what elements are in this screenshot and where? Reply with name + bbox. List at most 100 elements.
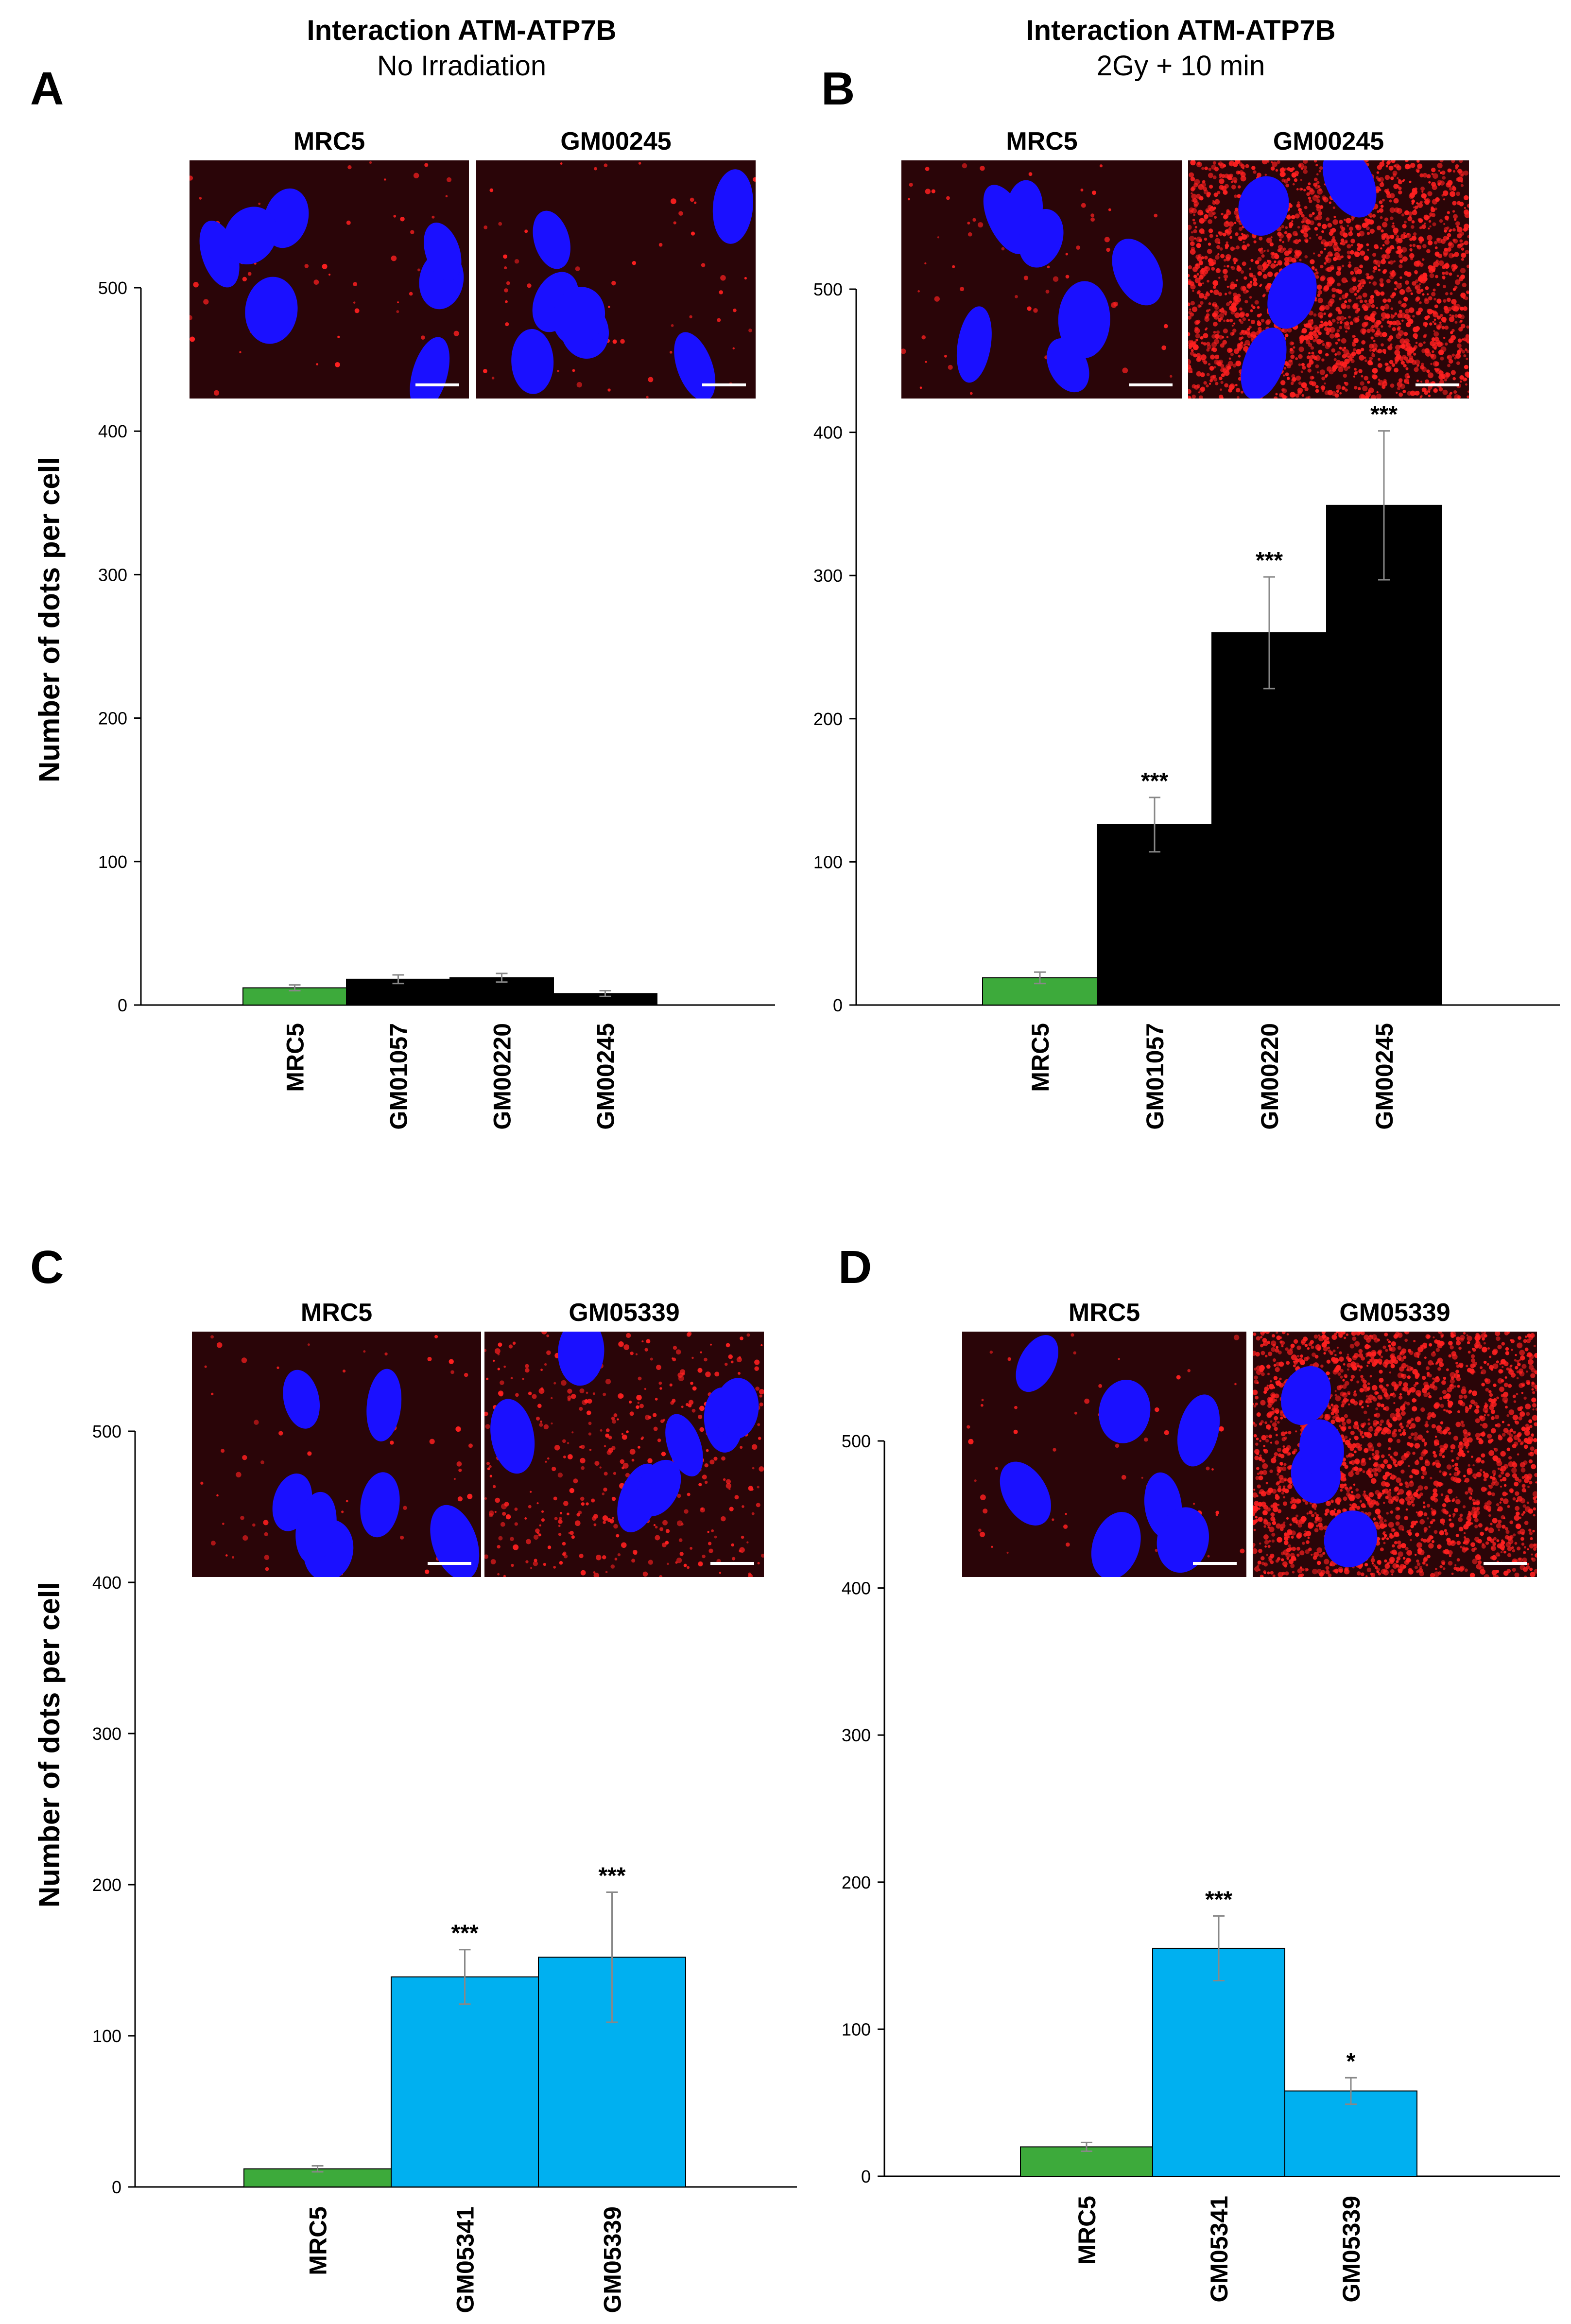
pla-dot bbox=[1409, 238, 1413, 241]
pla-dot bbox=[1267, 272, 1273, 277]
pla-dot bbox=[1395, 1507, 1399, 1511]
pla-dot bbox=[414, 173, 419, 178]
pla-dot bbox=[1209, 185, 1213, 189]
pla-dot bbox=[1365, 392, 1371, 397]
pla-dot bbox=[698, 1483, 702, 1486]
pla-dot bbox=[1194, 327, 1198, 330]
pla-dot bbox=[1409, 248, 1412, 251]
pla-dot bbox=[1314, 1520, 1318, 1524]
pla-dot bbox=[1404, 1560, 1409, 1565]
pla-dot bbox=[1432, 1540, 1434, 1543]
pla-dot bbox=[711, 1529, 714, 1532]
pla-dot bbox=[1519, 1558, 1521, 1560]
pla-dot bbox=[1525, 1348, 1529, 1352]
pla-dot bbox=[1388, 325, 1391, 328]
micrograph-gm00245 bbox=[476, 160, 757, 406]
x-category-label: MRC5 bbox=[1073, 2196, 1101, 2265]
pla-dot bbox=[513, 1342, 516, 1345]
pla-dot bbox=[1359, 264, 1363, 268]
pla-dot bbox=[1260, 1556, 1264, 1560]
pla-dot bbox=[1428, 1395, 1432, 1399]
pla-dot bbox=[746, 1333, 750, 1336]
pla-dot bbox=[1443, 377, 1445, 379]
pla-dot bbox=[1316, 339, 1322, 345]
pla-dot bbox=[1192, 267, 1198, 272]
pla-dot bbox=[514, 1508, 518, 1511]
pla-dot bbox=[525, 1560, 528, 1563]
pla-dot bbox=[630, 1449, 636, 1455]
pla-dot bbox=[678, 211, 683, 215]
pla-dot bbox=[1340, 230, 1346, 236]
pla-dot bbox=[1337, 266, 1342, 271]
pla-dot bbox=[1294, 178, 1297, 182]
pla-dot bbox=[1290, 341, 1294, 345]
pla-dot bbox=[1252, 1546, 1255, 1548]
pla-dot bbox=[1266, 285, 1269, 288]
pla-dot bbox=[1435, 1568, 1437, 1570]
pla-dot bbox=[606, 1450, 611, 1455]
pla-dot bbox=[1448, 1432, 1451, 1435]
pla-dot bbox=[1306, 192, 1310, 196]
pla-dot bbox=[577, 382, 582, 387]
pla-dot bbox=[1339, 326, 1342, 330]
pla-dot bbox=[1484, 1342, 1486, 1344]
pla-dot bbox=[1513, 1497, 1516, 1501]
pla-dot bbox=[1433, 173, 1438, 179]
pla-dot bbox=[1343, 1363, 1346, 1366]
pla-dot bbox=[353, 282, 357, 286]
pla-dot bbox=[1347, 1399, 1349, 1402]
pla-dot bbox=[1387, 298, 1391, 302]
pla-dot bbox=[1382, 349, 1386, 353]
pla-dot bbox=[1331, 1357, 1336, 1362]
bar-gm05341 bbox=[1153, 1948, 1285, 2176]
pla-dot bbox=[1222, 340, 1227, 345]
pla-dot bbox=[648, 377, 653, 382]
pla-dot bbox=[1251, 1520, 1256, 1526]
micrograph-gm05339 bbox=[1251, 1329, 1539, 1580]
pla-dot bbox=[1315, 271, 1319, 275]
pla-dot bbox=[397, 301, 399, 303]
pla-dot bbox=[1239, 319, 1242, 322]
pla-dot bbox=[1456, 362, 1460, 365]
pla-dot bbox=[1372, 253, 1376, 257]
pla-dot bbox=[605, 1379, 611, 1384]
pla-dot bbox=[1372, 348, 1376, 352]
pla-dot bbox=[1386, 236, 1390, 240]
pla-dot bbox=[1409, 181, 1412, 183]
pla-dot bbox=[1443, 1409, 1446, 1411]
pla-dot bbox=[970, 392, 973, 395]
pla-dot bbox=[1517, 1453, 1519, 1456]
pla-dot bbox=[1309, 237, 1312, 240]
x-category-label: GM05339 bbox=[599, 2206, 626, 2313]
pla-dot bbox=[1347, 1369, 1349, 1371]
pla-dot bbox=[1235, 299, 1238, 302]
pla-dot bbox=[1410, 348, 1415, 353]
pla-dot bbox=[1196, 161, 1202, 167]
pla-dot bbox=[1462, 350, 1465, 353]
pla-dot bbox=[1255, 1516, 1258, 1518]
pla-dot bbox=[1206, 313, 1209, 317]
pla-dot bbox=[1380, 182, 1384, 187]
pla-dot bbox=[1399, 1433, 1402, 1436]
pla-dot bbox=[1270, 1441, 1272, 1443]
pla-dot bbox=[1339, 1569, 1343, 1573]
pla-dot bbox=[1303, 324, 1306, 326]
pla-dot bbox=[1386, 1429, 1391, 1434]
pla-dot bbox=[1423, 1382, 1429, 1387]
pla-dot bbox=[1397, 1439, 1400, 1443]
pla-dot bbox=[1390, 1510, 1393, 1514]
pla-dot bbox=[432, 216, 434, 219]
pla-dot bbox=[483, 225, 487, 229]
pla-dot bbox=[1377, 210, 1380, 213]
pla-dot bbox=[1270, 1505, 1274, 1508]
pla-dot bbox=[1258, 248, 1261, 252]
pla-dot bbox=[1421, 1475, 1424, 1479]
x-category-label: GM01057 bbox=[385, 1023, 413, 1130]
pla-dot bbox=[1531, 1397, 1536, 1402]
pla-dot bbox=[1291, 1536, 1294, 1539]
pla-dot bbox=[708, 1549, 713, 1553]
pla-dot bbox=[1425, 1443, 1427, 1445]
pla-dot bbox=[1297, 1355, 1299, 1357]
pla-dot bbox=[1360, 1375, 1364, 1378]
pla-dot bbox=[1164, 324, 1168, 329]
